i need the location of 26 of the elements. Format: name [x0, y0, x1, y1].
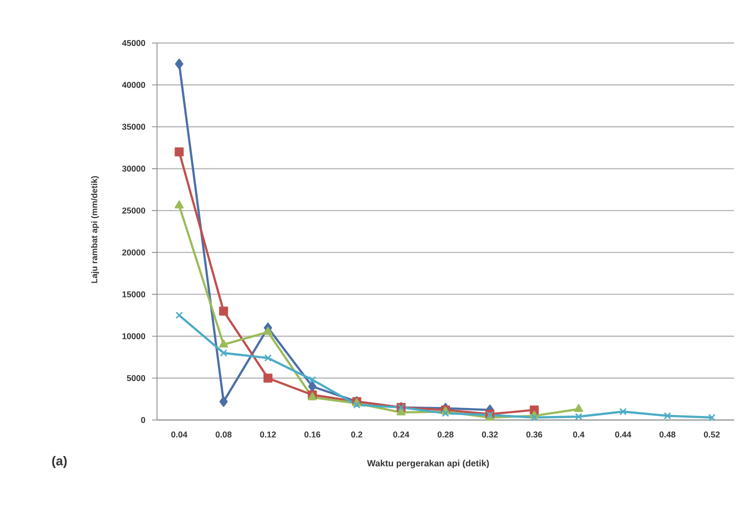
y-tick-label: 30000 — [122, 166, 146, 172]
x-tick-label: 0.52 — [704, 432, 720, 438]
y-tick-label: 40000 — [122, 82, 146, 88]
text: (a) — [52, 456, 67, 468]
x-tick-label: 0.12 — [260, 432, 276, 438]
x-tick-label: 0.04 — [171, 432, 188, 438]
x-tick-label: 0.08 — [216, 432, 232, 438]
y-tick-label: 10000 — [122, 333, 146, 340]
x-tick-label: 0.24 — [393, 432, 410, 438]
y-axis-title: Laju rambat api (mm/detik) — [91, 176, 99, 283]
x-tick-label: 0.44 — [615, 432, 632, 438]
y-tick-label: 20000 — [122, 249, 146, 256]
y-tick-label: 35000 — [122, 124, 146, 130]
x-tick-label: 0.32 — [482, 432, 498, 438]
x-tick-label: 0.28 — [438, 432, 454, 438]
x-tick-label: 0.36 — [526, 432, 542, 438]
x-axis-title: Waktu pergerakan api (detik) — [367, 460, 489, 468]
x-tick-label: 0.4 — [573, 432, 585, 438]
x-tick-label: 0.16 — [304, 432, 320, 438]
y-tick-label: 0 — [141, 417, 146, 423]
x-tick-label: 0.2 — [351, 432, 362, 438]
y-tick-label: 25000 — [122, 208, 146, 214]
x-tick-label: 0.48 — [660, 432, 676, 438]
y-tick-label: 15000 — [122, 291, 146, 298]
y-tick-label: 45000 — [122, 40, 146, 46]
y-tick-label: 5000 — [126, 375, 146, 382]
